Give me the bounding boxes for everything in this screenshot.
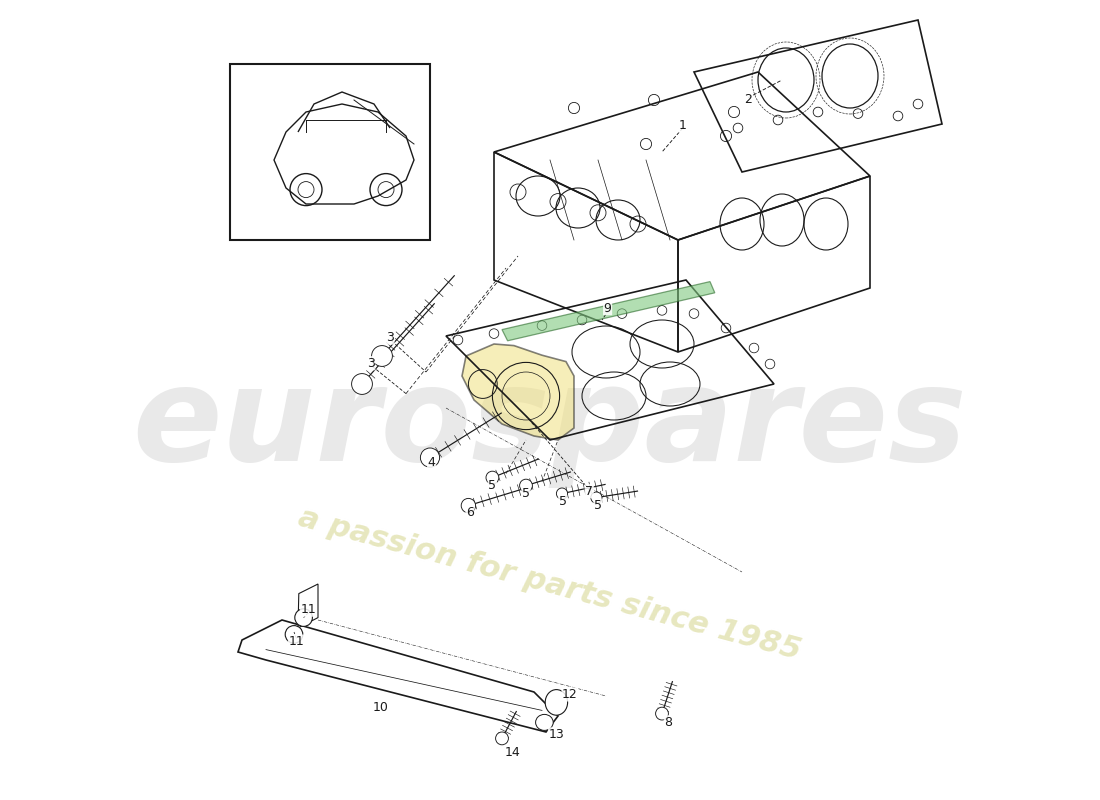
Polygon shape <box>502 282 715 341</box>
Text: eurospares: eurospares <box>133 361 967 487</box>
Circle shape <box>486 471 498 484</box>
Text: 3: 3 <box>367 357 375 370</box>
Text: 4: 4 <box>428 456 436 469</box>
Circle shape <box>352 374 373 394</box>
Text: 9: 9 <box>604 302 612 314</box>
Circle shape <box>496 732 508 745</box>
Circle shape <box>519 479 532 492</box>
FancyBboxPatch shape <box>230 64 430 240</box>
Text: a passion for parts since 1985: a passion for parts since 1985 <box>296 502 804 666</box>
Text: 11: 11 <box>300 603 317 616</box>
Text: 8: 8 <box>664 716 672 729</box>
Circle shape <box>591 492 602 503</box>
Text: 3: 3 <box>386 331 394 344</box>
Text: 5: 5 <box>488 479 496 492</box>
Polygon shape <box>462 344 574 440</box>
Text: 6: 6 <box>466 506 474 518</box>
Ellipse shape <box>536 714 553 730</box>
Text: 2: 2 <box>745 93 752 106</box>
Text: 12: 12 <box>562 688 578 701</box>
Circle shape <box>420 448 440 467</box>
Circle shape <box>557 488 568 499</box>
Text: 13: 13 <box>549 728 564 741</box>
Ellipse shape <box>546 690 568 715</box>
Text: 5: 5 <box>594 499 602 512</box>
Text: 5: 5 <box>559 495 566 508</box>
Circle shape <box>656 707 669 720</box>
Text: 7: 7 <box>585 485 593 498</box>
Circle shape <box>372 346 393 366</box>
Circle shape <box>285 626 303 643</box>
Circle shape <box>295 609 312 626</box>
Text: 1: 1 <box>679 119 686 132</box>
Text: 10: 10 <box>373 701 388 714</box>
Text: 11: 11 <box>288 635 305 648</box>
Text: 14: 14 <box>505 746 520 758</box>
Circle shape <box>461 498 475 513</box>
Text: 5: 5 <box>522 487 530 500</box>
